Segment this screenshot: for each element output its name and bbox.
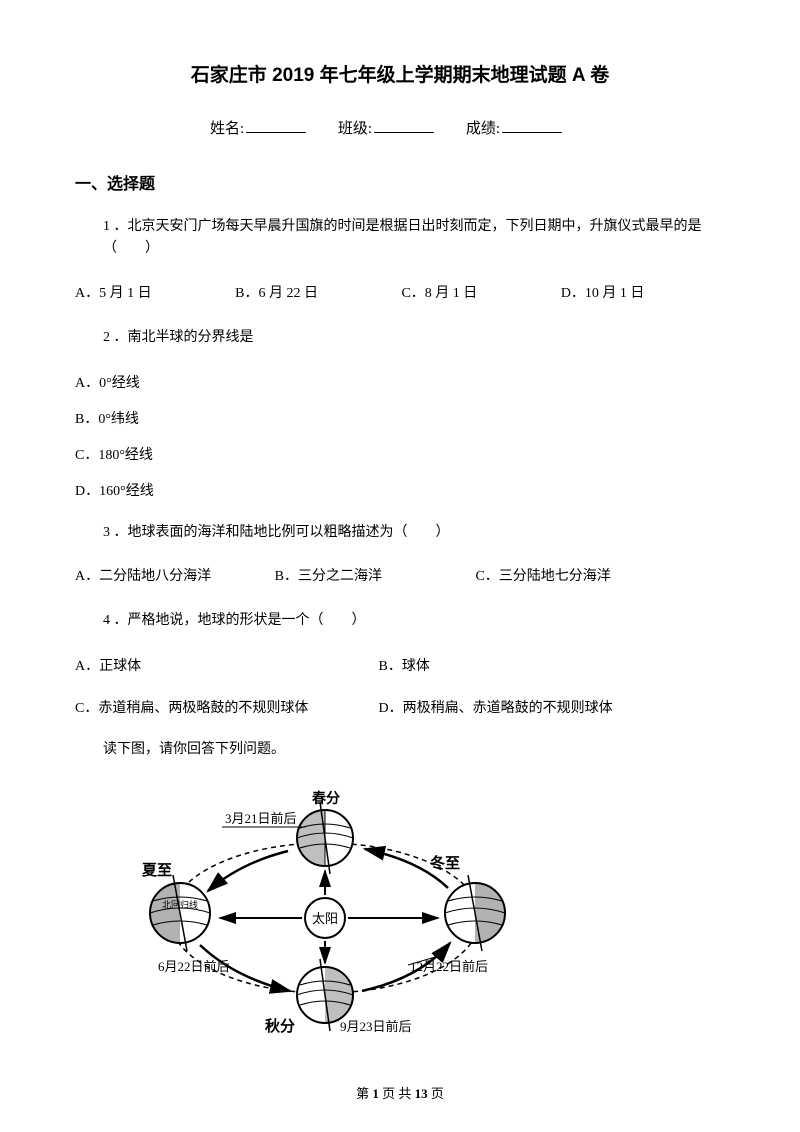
q4-option-b: B．球体 [379,659,430,674]
q2-option-d: D．160°经线 [75,480,725,500]
score-label: 成绩: [466,121,500,137]
footer-prefix: 第 [356,1086,372,1101]
q4-options-row2: C．赤道稍扁、两极略鼓的不规则球体 D．两极稍扁、赤道略鼓的不规则球体 [75,697,725,717]
q1-option-a: A．5 月 1 日 [75,283,152,305]
q2-option-b: B．0°纬线 [75,408,725,428]
page-footer: 第 1 页 共 13 页 [0,1083,800,1102]
q2-option-a: A．0°经线 [75,372,725,392]
name-blank[interactable] [246,132,306,133]
svg-text:3月21日前后: 3月21日前后 [225,811,297,826]
q3-option-b: B．三分之二海洋 [275,566,382,588]
earth-orbit-diagram: 太阳 春分 3月21日前后 北回归线 夏至 6月22日前后 [130,783,725,1038]
footer-suffix: 页 [428,1086,444,1101]
question-3: 3 ．地球表面的海洋和陆地比例可以粗略描述为（ ） [103,522,725,544]
diagram-instruction: 读下图，请你回答下列问题。 [103,739,725,761]
class-label: 班级: [338,121,372,137]
svg-text:春分: 春分 [311,790,340,807]
q2-options: A．0°经线 B．0°纬线 C．180°经线 D．160°经线 [75,372,725,500]
q3-options: A．二分陆地八分海洋 B．三分之二海洋 C．三分陆地七分海洋 [75,566,725,588]
question-2: 2 ．南北半球的分界线是 [103,327,725,349]
score-blank[interactable] [502,132,562,133]
q1-option-c: C．8 月 1 日 [401,283,477,305]
q4-options-row1: A．正球体 B．球体 [75,655,725,675]
q4-option-c: C．赤道稍扁、两极略鼓的不规则球体 [75,697,375,717]
q1-option-b: B．6 月 22 日 [235,283,318,305]
q1-option-d: D．10 月 1 日 [561,283,645,305]
class-blank[interactable] [374,132,434,133]
svg-text:夏至: 夏至 [141,862,172,879]
student-info-line: 姓名: 班级: 成绩: [75,117,725,138]
footer-total: 13 [415,1086,428,1101]
svg-text:太阳: 太阳 [312,911,338,926]
question-1: 1 ．北京天安门广场每天早晨升国旗的时间是根据日出时刻而定，下列日期中，升旗仪式… [103,216,725,261]
footer-mid: 页 共 [379,1086,415,1101]
q3-option-a: A．二分陆地八分海洋 [75,566,211,588]
q4-option-a: A．正球体 [75,655,375,675]
svg-text:冬至: 冬至 [430,854,460,872]
svg-text:9月23日前后: 9月23日前后 [340,1019,412,1033]
question-4: 4 ．严格地说，地球的形状是一个（ ） [103,610,725,632]
exam-title: 石家庄市 2019 年七年级上学期期末地理试题 A 卷 [75,60,725,87]
name-label: 姓名: [210,121,244,137]
q4-option-d: D．两极稍扁、赤道略鼓的不规则球体 [379,701,613,716]
section-header: 一、选择题 [75,170,725,194]
svg-text:秋分: 秋分 [265,1017,295,1033]
q2-option-c: C．180°经线 [75,444,725,464]
q1-options: A．5 月 1 日 B．6 月 22 日 C．8 月 1 日 D．10 月 1 … [75,283,725,305]
svg-text:北回归线: 北回归线 [162,899,198,910]
q3-option-c: C．三分陆地七分海洋 [475,566,610,588]
